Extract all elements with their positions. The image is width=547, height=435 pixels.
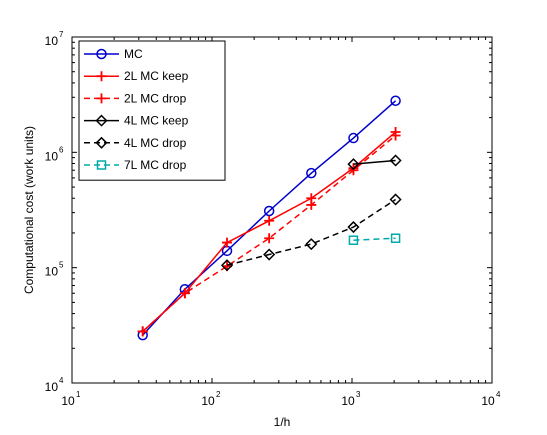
y-tick-exponent: 5 bbox=[59, 261, 64, 270]
data-point bbox=[348, 132, 359, 144]
y-tick-label: 10 bbox=[45, 265, 59, 279]
data-point bbox=[389, 193, 402, 206]
data-point bbox=[390, 95, 401, 107]
x-tick-exponent: 2 bbox=[216, 390, 221, 399]
y-tick-exponent: 4 bbox=[59, 376, 64, 385]
axis-ticks: 10 1 10 2 10 3 10 410 410 510 610 7 bbox=[45, 30, 501, 408]
series-7l-mc-drop bbox=[348, 233, 401, 245]
legend-entry: 4L MC drop bbox=[84, 136, 187, 150]
legend-marker bbox=[96, 71, 107, 82]
legend-label: 4L MC drop bbox=[124, 136, 187, 150]
legend-entry: MC bbox=[84, 47, 143, 61]
data-point bbox=[305, 238, 318, 251]
data-point bbox=[222, 237, 233, 248]
x-tick-label: 10 bbox=[201, 394, 215, 408]
data-point bbox=[264, 215, 275, 226]
data-point bbox=[347, 220, 360, 234]
data-point bbox=[179, 288, 190, 299]
x-tick-label: 10 bbox=[61, 394, 75, 408]
legend-marker bbox=[95, 114, 108, 127]
legend-entry: 2L MC keep bbox=[84, 69, 189, 83]
legend-label: 4L MC keep bbox=[124, 114, 189, 128]
x-tick-label: 10 bbox=[341, 394, 355, 408]
series-layer bbox=[137, 95, 402, 341]
series-4l-mc-keep bbox=[347, 154, 402, 171]
y-tick-label: 10 bbox=[45, 34, 59, 48]
x-tick-exponent: 1 bbox=[76, 390, 81, 399]
legend-entry: 7L MC drop bbox=[84, 158, 187, 172]
series-4l-mc-drop bbox=[220, 193, 402, 272]
data-point bbox=[306, 199, 317, 210]
legend-label: MC bbox=[124, 47, 143, 61]
x-tick-label: 10 bbox=[481, 394, 495, 408]
data-point bbox=[220, 259, 234, 272]
legend-box bbox=[78, 40, 226, 181]
y-tick-exponent: 6 bbox=[59, 145, 64, 154]
y-tick-label: 10 bbox=[45, 380, 59, 394]
data-point bbox=[264, 233, 275, 244]
legend-label: 2L MC keep bbox=[124, 69, 189, 83]
y-tick-label: 10 bbox=[45, 149, 59, 163]
legend-marker bbox=[96, 160, 107, 170]
legend-marker bbox=[95, 136, 108, 149]
data-point bbox=[263, 205, 275, 217]
series-line bbox=[353, 237, 396, 241]
data-point bbox=[389, 154, 402, 167]
x-axis-label: 1/h bbox=[274, 415, 291, 429]
legend-marker bbox=[96, 93, 107, 104]
legend-label: 2L MC drop bbox=[124, 91, 187, 105]
legend-entry: 4L MC keep bbox=[84, 114, 189, 128]
y-axis-label: Computational cost (work units) bbox=[22, 126, 36, 294]
legend-label: 7L MC drop bbox=[124, 158, 187, 172]
legend-entry: 2L MC drop bbox=[84, 91, 187, 105]
legend: MC 2L MC keep 2L MC drop 4L MC keep 4L MC dr… bbox=[78, 40, 226, 181]
data-point bbox=[390, 233, 401, 243]
x-tick-exponent: 3 bbox=[356, 390, 361, 399]
y-tick-exponent: 7 bbox=[59, 30, 64, 39]
legend-marker bbox=[96, 48, 107, 60]
data-point bbox=[263, 248, 276, 261]
data-point bbox=[390, 130, 401, 141]
x-tick-exponent: 4 bbox=[496, 390, 501, 399]
data-point bbox=[306, 167, 317, 179]
data-point bbox=[347, 158, 360, 171]
data-point bbox=[348, 235, 359, 245]
data-point bbox=[137, 326, 148, 337]
series-line bbox=[353, 159, 396, 165]
